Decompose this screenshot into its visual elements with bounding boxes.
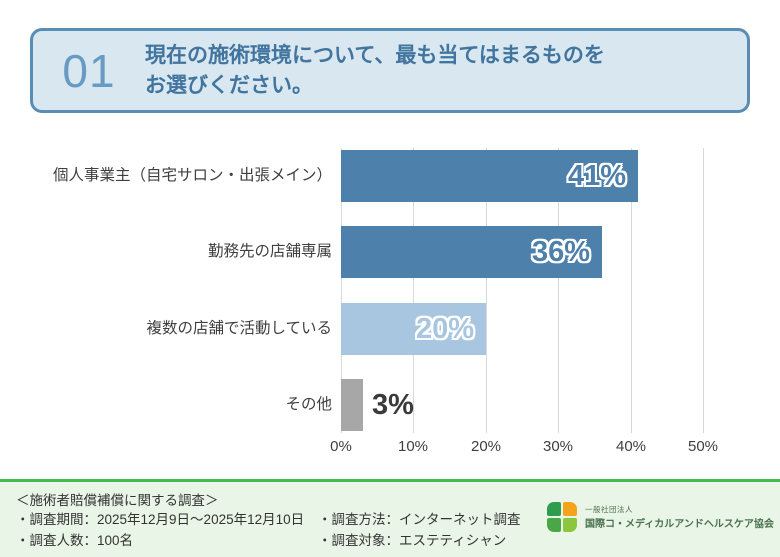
category-label: 勤務先の店舗専属	[207, 243, 332, 260]
bar-value-label: 41%	[567, 160, 626, 192]
category-label: その他	[285, 396, 332, 413]
bar-value-label: 36%	[531, 236, 590, 268]
question-text: 現在の施術環境について、最も当てはまるものを お選びください。	[145, 41, 747, 101]
bar	[341, 226, 602, 278]
question-line-1: 現在の施術環境について、最も当てはまるものを	[145, 43, 605, 67]
gridline	[703, 148, 704, 433]
gridline	[558, 148, 559, 433]
survey-footer: ＜施術者賠償補償に関する調査＞ ・調査期間：2025年12月9日～2025年12…	[0, 479, 780, 557]
gridline	[341, 148, 342, 433]
logo-pane-top-left	[547, 502, 561, 516]
survey-method: ・調査方法：インターネット調査	[318, 512, 521, 527]
x-tick-label: 30%	[542, 438, 574, 455]
x-tick-label: 0%	[330, 438, 352, 455]
survey-title: ＜施術者賠償補償に関する調査＞	[16, 493, 219, 508]
logo-text: 一般社団法人 国際コ・メディカルアンドヘルスケア協会	[585, 504, 774, 530]
survey-sample-size: ・調査人数：100名	[16, 533, 134, 548]
bar-chart: 0% 10% 20% 30% 40% 50% 個人事業主（自宅サロン・出張メイン） 41% 勤務…	[52, 148, 719, 455]
question-banner: 01 現在の施術環境について、最も当てはまるものを お選びください。	[30, 28, 750, 113]
x-tick-label: 10%	[397, 438, 429, 455]
logo-org-type: 一般社団法人	[585, 505, 633, 514]
x-tick-label: 20%	[470, 438, 502, 455]
question-line-2: お選びください。	[145, 73, 313, 97]
gridline	[631, 148, 632, 433]
question-number: 01	[62, 44, 116, 97]
category-label: 複数の店舗で活動している	[146, 320, 332, 337]
x-tick-label: 50%	[687, 438, 719, 455]
bar	[341, 150, 638, 202]
bar	[341, 303, 486, 355]
survey-details-left: ・調査期間：2025年12月9日～2025年12月10日 ・調査人数：100名	[16, 509, 304, 551]
x-tick-label: 40%	[615, 438, 647, 455]
organization-logo: 一般社団法人 国際コ・メディカルアンドヘルスケア協会	[547, 502, 774, 532]
survey-period: ・調査期間：2025年12月9日～2025年12月10日	[16, 512, 305, 527]
gridline	[486, 148, 487, 433]
category-label: 個人事業主（自宅サロン・出張メイン）	[52, 167, 332, 184]
bar	[341, 379, 363, 431]
bar-value-label: 20%	[415, 313, 474, 345]
four-pane-logo-icon	[547, 502, 577, 532]
logo-org-name: 国際コ・メディカルアンドヘルスケア協会	[585, 519, 774, 530]
logo-pane-top-right	[563, 502, 577, 516]
gridline	[413, 148, 414, 433]
bar-value-label: 3%	[372, 389, 414, 421]
logo-pane-bottom-left	[547, 518, 561, 532]
logo-pane-bottom-right	[563, 518, 577, 532]
survey-target: ・調査対象：エステティシャン	[318, 533, 507, 548]
survey-details-right: ・調査方法：インターネット調査 ・調査対象：エステティシャン	[318, 509, 521, 551]
